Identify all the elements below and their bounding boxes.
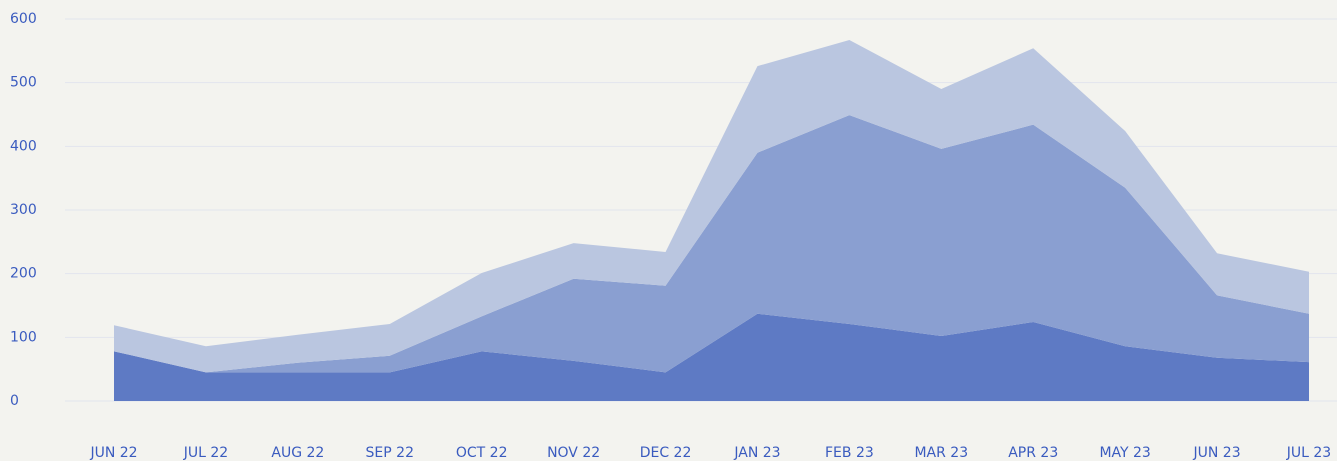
x-tick-label: NOV 22 xyxy=(547,445,600,461)
y-tick-label: 200 xyxy=(10,266,37,282)
x-tick-label: MAR 23 xyxy=(914,445,968,461)
x-tick-label: DEC 22 xyxy=(640,445,692,461)
y-tick-label: 100 xyxy=(10,329,37,345)
x-tick-label: JUN 22 xyxy=(89,445,137,461)
x-tick-label: JUL 23 xyxy=(1286,445,1331,461)
x-tick-label: SEP 22 xyxy=(366,445,414,461)
area xyxy=(114,115,1309,373)
y-tick-label: 0 xyxy=(10,393,19,409)
y-tick-label: 400 xyxy=(10,138,37,154)
x-tick-label: JUL 22 xyxy=(183,445,228,461)
y-tick-label: 500 xyxy=(10,75,37,91)
area xyxy=(114,40,1309,373)
x-tick-label: JAN 23 xyxy=(733,445,780,461)
y-tick-label: 300 xyxy=(10,202,37,218)
x-tick-label: APR 23 xyxy=(1008,445,1058,461)
x-tick-label: JUN 23 xyxy=(1193,445,1241,461)
y-tick-label: 600 xyxy=(10,11,37,27)
x-tick-label: MAY 23 xyxy=(1099,445,1150,461)
x-tick-label: FEB 23 xyxy=(825,445,874,461)
x-tick-label: AUG 22 xyxy=(271,445,324,461)
x-tick-label: OCT 22 xyxy=(456,445,508,461)
area xyxy=(114,313,1309,401)
